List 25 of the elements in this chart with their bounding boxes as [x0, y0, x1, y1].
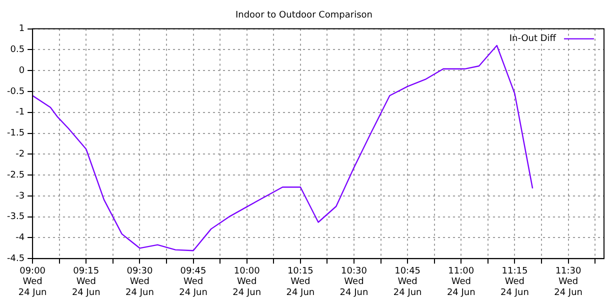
- y-tick-label: -4.5: [7, 254, 25, 264]
- y-tick-label: -4: [16, 233, 25, 244]
- y-tick-label: -2: [16, 149, 25, 160]
- x-tick-label: 11:15 Wed 24 Jun: [500, 266, 529, 298]
- x-tick-label: 09:30 Wed 24 Jun: [126, 266, 154, 298]
- x-tick-label: 10:30 Wed 24 Jun: [340, 266, 368, 298]
- y-tick-label: -2.5: [7, 170, 25, 180]
- x-tick-label: 10:15 Wed 24 Jun: [286, 266, 315, 298]
- x-tick-label: 09:45 Wed 24 Jun: [179, 266, 208, 298]
- x-tick-label: 11:30 Wed 24 Jun: [554, 266, 582, 298]
- x-tick-label: 09:00 Wed 24 Jun: [18, 266, 47, 298]
- y-tick-label: -3.5: [7, 212, 25, 222]
- y-tick-label: 1: [18, 24, 25, 34]
- y-tick-label: 0: [18, 66, 25, 76]
- y-tick-label: -3: [16, 191, 25, 202]
- x-tick-label: 10:45 Wed 24 Jun: [393, 266, 422, 298]
- y-tick-label: 0.5: [10, 45, 25, 56]
- x-tick-label: 10:00 Wed 24 Jun: [232, 266, 262, 298]
- x-tick-label: 11:00 Wed 24 Jun: [446, 266, 476, 298]
- chart-title: Indoor to Outdoor Comparison: [235, 10, 373, 21]
- legend-label: In-Out Diff: [509, 34, 557, 44]
- y-tick-label: -1.5: [7, 128, 25, 139]
- y-tick-label: -0.5: [7, 86, 25, 97]
- y-tick-label: -1: [16, 108, 25, 118]
- x-tick-label: 09:15 Wed 24 Jun: [72, 266, 100, 298]
